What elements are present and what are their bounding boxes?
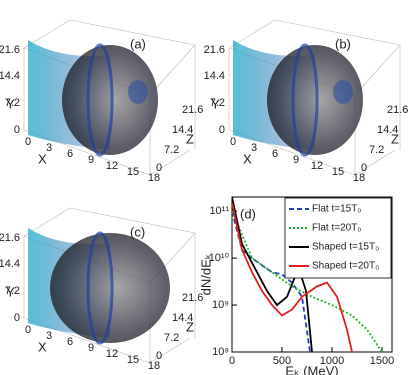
y-tick-label: 7.2	[5, 285, 20, 297]
box-edge	[354, 44, 401, 96]
x-axis-label: Eₖ (MeV)	[285, 363, 338, 375]
y-tick-label: 10¹⁰	[209, 252, 230, 264]
x-tick-label: 500	[273, 355, 291, 367]
y-tick-label: 0	[14, 312, 20, 324]
z-tick-label: 21.6	[182, 104, 203, 116]
x-tick-label: 0	[25, 136, 31, 148]
y-tick-label: 21.6	[0, 44, 20, 56]
y-tick-label: 14.4	[204, 70, 225, 82]
z-tick-label: 0	[156, 350, 162, 362]
box-edge	[149, 337, 191, 364]
y-tick-label: 7.2	[210, 97, 225, 109]
x-tick-label: 15	[127, 354, 139, 366]
panel-label: (a)	[130, 36, 146, 51]
y-tick-label: 10⁹	[212, 299, 229, 311]
x-tick-label: 18	[148, 172, 160, 184]
z-tick-label: 0	[156, 162, 162, 174]
x-tick-label: 12	[106, 160, 118, 172]
z-tick-label: 0	[361, 162, 367, 174]
y-tick-label: 10¹¹	[209, 205, 229, 217]
shell-rim	[86, 231, 114, 345]
box-edge	[274, 19, 401, 46]
y-tick-label: 10⁸	[212, 346, 229, 358]
blob	[333, 80, 353, 104]
x-tick-label: 6	[272, 148, 278, 160]
legend-label: Flat t=20T₀	[312, 223, 361, 234]
z-tick-label: 7.2	[164, 144, 179, 156]
x-tick-label: 3	[46, 142, 52, 154]
x-tick-label: 3	[46, 330, 52, 342]
x-axis-label: X	[243, 151, 252, 166]
x-tick-label: 6	[67, 148, 73, 160]
x-tick-label: 18	[353, 172, 365, 184]
y-tick-label: 0	[14, 124, 20, 136]
z-axis-label: Z	[186, 319, 194, 334]
z-tick-label: 14.4	[172, 124, 193, 136]
box-edge	[69, 19, 196, 46]
z-tick-label: 7.2	[369, 144, 384, 156]
series-line	[232, 197, 313, 352]
series-line	[232, 202, 353, 352]
x-tick-label: 3	[251, 142, 257, 154]
x-tick-label: 9	[88, 154, 94, 166]
z-tick-label: 14.4	[172, 312, 193, 324]
y-axis-label: Y	[6, 96, 15, 111]
series-group	[232, 197, 383, 352]
z-axis-label: Z	[391, 131, 399, 146]
x-tick-label: 12	[106, 348, 118, 360]
series-line	[232, 210, 311, 352]
x-tick-label: 9	[88, 342, 94, 354]
x-tick-label: 12	[311, 160, 323, 172]
box-edge	[149, 149, 191, 176]
y-tick-label: 21.6	[204, 44, 225, 56]
panel-label: (c)	[130, 224, 145, 239]
x-tick-label: 1000	[320, 355, 344, 367]
shell-rim	[86, 43, 114, 157]
x-tick-label: 18	[148, 360, 160, 372]
x-tick-label: 0	[230, 136, 236, 148]
series-line	[232, 210, 383, 352]
x-tick-label: 9	[293, 154, 299, 166]
y-axis-label: Y	[211, 96, 220, 111]
y-tick-label: 0	[219, 124, 225, 136]
z-tick-label: 7.2	[164, 332, 179, 344]
shell	[267, 45, 363, 155]
annotation: (d)	[240, 206, 256, 221]
y-tick-label: 14.4	[0, 258, 20, 270]
y-axis-label: dN/dEₖ	[198, 254, 213, 296]
x-axis-label: X	[38, 339, 47, 354]
y-axis-label: Y	[6, 284, 15, 299]
x-axis-label: X	[38, 151, 47, 166]
x-tick-label: 15	[127, 166, 139, 178]
x-tick-label: 6	[67, 336, 73, 348]
x-tick-label: 1500	[370, 355, 394, 367]
z-tick-label: 21.6	[387, 104, 408, 116]
shell	[62, 45, 158, 155]
z-tick-label: 21.6	[182, 292, 203, 304]
x-tick-label: 0	[229, 355, 235, 367]
box-edge	[354, 149, 396, 176]
legend-box	[284, 197, 392, 279]
shell	[50, 233, 170, 343]
y-tick-label: 14.4	[0, 70, 20, 82]
blob	[128, 80, 148, 104]
x-tick-label: 0	[25, 324, 31, 336]
box-edge	[149, 44, 196, 96]
shell-rim	[291, 43, 319, 157]
z-tick-label: 14.4	[377, 124, 398, 136]
y-tick-label: 7.2	[5, 97, 20, 109]
legend-label: Flat t=15T₀	[312, 204, 361, 215]
z-axis-label: Z	[186, 131, 194, 146]
legend-label: Shaped t=15T₀	[312, 242, 379, 253]
panel-label: (b)	[335, 36, 351, 51]
box-edge	[69, 207, 196, 234]
legend-label: Shaped t=20T₀	[312, 261, 379, 272]
y-tick-label: 21.6	[0, 232, 20, 244]
x-tick-label: 15	[332, 166, 344, 178]
